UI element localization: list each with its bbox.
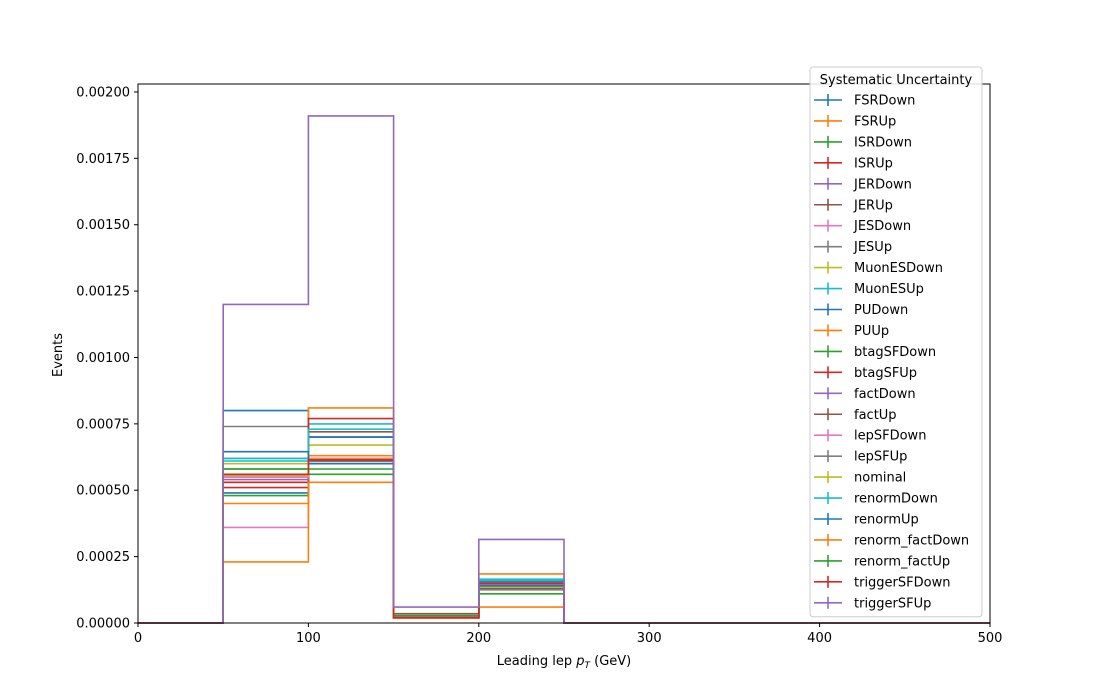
legend-label: triggerSFUp (854, 596, 931, 611)
legend-entry-JERDown: JERDown (814, 177, 912, 192)
legend-entry-nominal: nominal (814, 471, 906, 486)
legend-label: renormDown (854, 492, 938, 507)
x-tick-label: 100 (296, 631, 321, 646)
y-tick-label: 0.00125 (76, 285, 130, 300)
legend-label: FSRUp (854, 114, 896, 129)
legend-label: renorm_factUp (854, 554, 950, 569)
x-axis-label: Leading lep pT (GeV) (497, 654, 631, 671)
legend-entry-factDown: factDown (814, 387, 916, 402)
legend-label: btagSFUp (854, 366, 917, 381)
legend-entry-ISRUp: ISRUp (814, 156, 893, 171)
legend-entry-ISRDown: ISRDown (814, 135, 912, 150)
x-axis-label-unit: (GeV) (590, 654, 631, 669)
legend-entry-FSRUp: FSRUp (814, 114, 896, 129)
legend-entry-PUUp: PUUp (814, 324, 889, 339)
y-tick-label: 0.00100 (76, 351, 130, 366)
legend-label: lepSFDown (854, 429, 926, 444)
legend-label: ISRDown (854, 135, 912, 150)
legend-label: renormUp (854, 513, 919, 528)
y-tick-label: 0.00000 (76, 617, 130, 632)
legend-entry-btagSFDown: btagSFDown (814, 345, 936, 360)
legend-label: JESUp (853, 240, 892, 255)
legend-entry-JERUp: JERUp (814, 198, 893, 213)
legend-entry-renormDown: renormDown (814, 492, 938, 507)
legend-entry-triggerSFDown: triggerSFDown (814, 575, 950, 590)
axes-frame (137, 83, 991, 624)
legend-entry-MuonESDown: MuonESDown (814, 261, 943, 276)
legend-entry-FSRDown: FSRDown (814, 94, 915, 109)
legend-label: JERUp (853, 198, 893, 213)
legend-label: PUUp (854, 324, 889, 339)
legend-label: MuonESUp (854, 282, 924, 297)
legend-entry-lepSFDown: lepSFDown (814, 429, 926, 444)
legend-entry-triggerSFUp: triggerSFUp (814, 596, 931, 611)
legend-label: renorm_factDown (854, 533, 969, 548)
legend-box (809, 66, 983, 618)
y-axis: 0.00000 0.00025 0.00050 0.00075 0.00100 0.001… (76, 85, 138, 632)
legend-entry-lepSFUp: lepSFUp (814, 450, 907, 465)
y-tick-label: 0.00150 (76, 218, 130, 233)
legend-label: JERDown (853, 177, 912, 192)
legend-entry-btagSFUp: btagSFUp (814, 366, 917, 381)
y-axis-label: Events (51, 333, 66, 377)
legend-label: nominal (854, 471, 906, 486)
legend-entry-JESUp: JESUp (814, 240, 892, 255)
legend-label: ISRUp (854, 156, 893, 171)
x-tick-label: 500 (978, 631, 1003, 646)
y-tick-label: 0.00025 (76, 550, 130, 565)
legend-label: lepSFUp (854, 450, 907, 465)
legend-label: factUp (854, 408, 897, 423)
x-tick-label: 300 (637, 631, 662, 646)
legend-label: JESDown (853, 219, 911, 234)
legend-entry-PUDown: PUDown (814, 303, 908, 318)
legend-entry-JESDown: JESDown (814, 219, 911, 234)
legend-label: FSRDown (854, 94, 915, 109)
legend-title: Systematic Uncertainty (820, 73, 973, 88)
legend-label: MuonESDown (854, 261, 943, 276)
x-axis-label-symbol: p (575, 654, 584, 669)
legend-label: factDown (854, 387, 916, 402)
x-axis-label-subscript: T (584, 661, 591, 671)
x-tick-label: 200 (466, 631, 491, 646)
x-axis: 0 100 200 300 400 500 (134, 623, 1003, 646)
legend-entry-renorm_factUp: renorm_factUp (814, 554, 950, 569)
y-tick-label: 0.00075 (76, 417, 130, 432)
legend-entry-factUp: factUp (814, 408, 897, 423)
legend-entry-MuonESUp: MuonESUp (814, 282, 924, 297)
legend-entry-renorm_factDown: renorm_factDown (814, 533, 969, 548)
legend-label: PUDown (854, 303, 908, 318)
y-tick-label: 0.00200 (76, 85, 130, 100)
legend-label: triggerSFDown (854, 575, 950, 590)
x-axis-label-main: Leading lep (497, 654, 576, 669)
y-tick-label: 0.00175 (76, 152, 130, 167)
legend: Systematic Uncertainty FSRDown FSRUp ISRDow… (809, 66, 983, 618)
x-tick-label: 0 (134, 631, 142, 646)
legend-label: btagSFDown (854, 345, 936, 360)
legend-entry-renormUp: renormUp (814, 513, 919, 528)
x-tick-label: 400 (807, 631, 832, 646)
y-tick-label: 0.00050 (76, 484, 130, 499)
plot-area (137, 83, 991, 624)
